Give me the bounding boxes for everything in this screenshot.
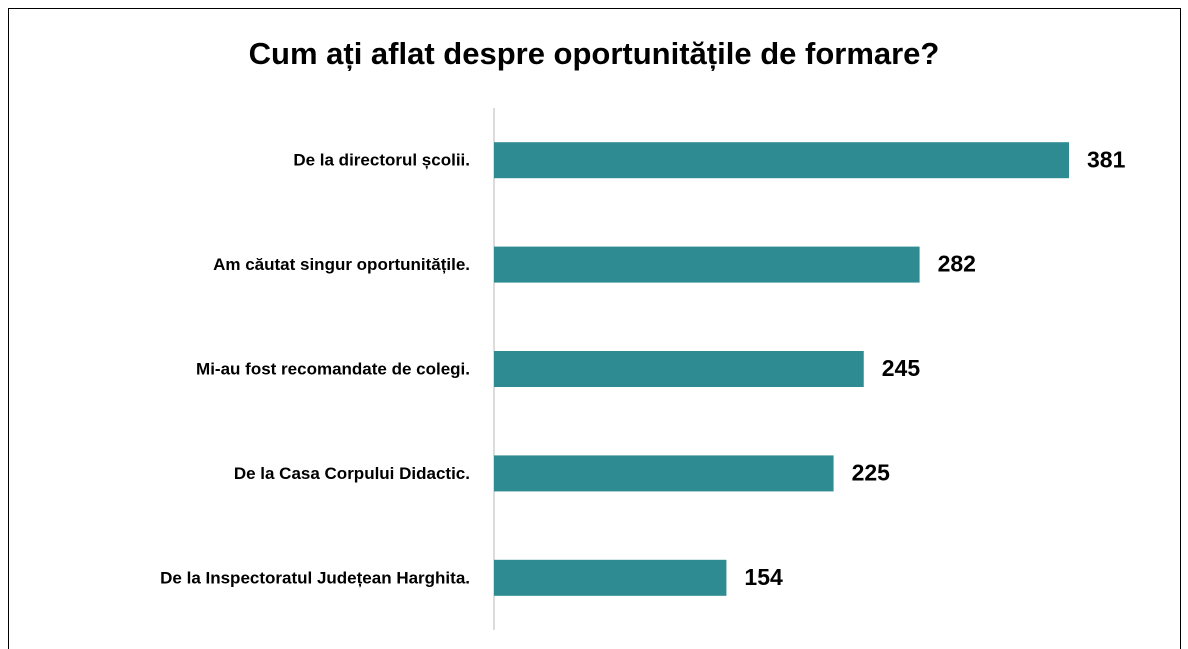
frame	[8, 8, 1181, 649]
category-label: De la Inspectoratul Județean Harghita.	[160, 568, 470, 587]
value-label: 154	[744, 564, 783, 590]
value-label: 381	[1087, 146, 1126, 172]
bar	[494, 142, 1069, 179]
category-label: Am căutat singur oportunitățile.	[213, 255, 470, 274]
bar	[494, 351, 864, 387]
bar	[494, 455, 834, 492]
category-label: Mi-au fost recomandate de colegi.	[196, 359, 470, 378]
value-label: 245	[882, 355, 921, 381]
bar	[494, 246, 920, 283]
bar	[494, 559, 727, 596]
category-label: De la directorul școlii.	[293, 151, 470, 170]
value-label: 282	[938, 251, 976, 277]
category-label: De la Casa Corpului Didactic.	[234, 464, 470, 483]
chart-title: Cum ați aflat despre oportunitățile de f…	[249, 36, 940, 71]
value-label: 225	[852, 459, 891, 485]
